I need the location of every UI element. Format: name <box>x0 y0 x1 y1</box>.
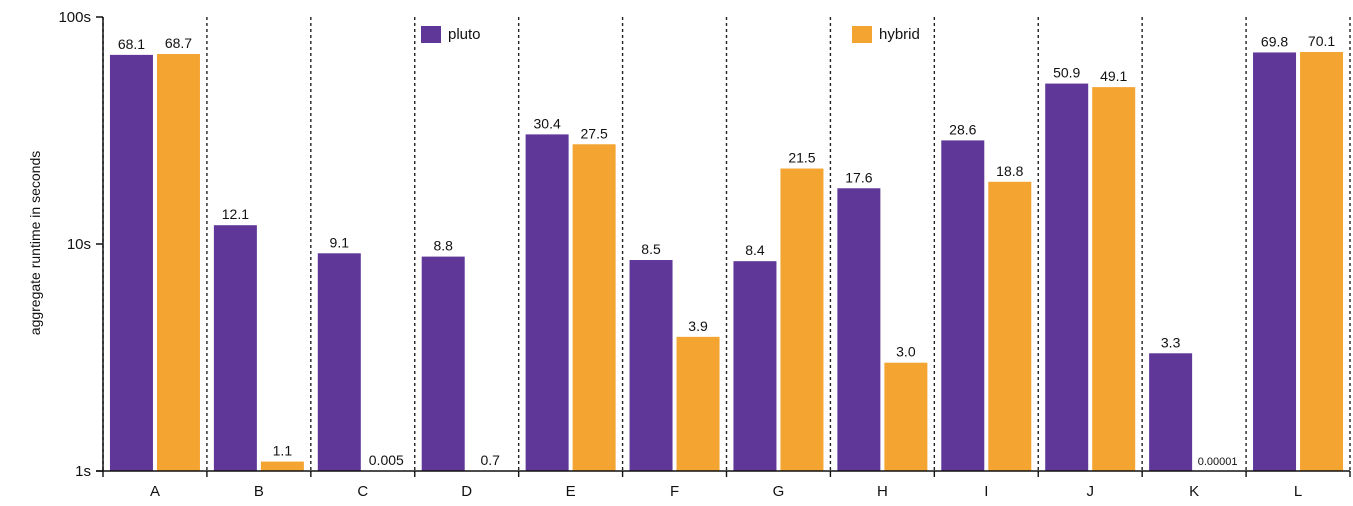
value-label-pluto-H: 17.6 <box>845 169 872 185</box>
y-tick-label: 10s <box>67 236 91 253</box>
value-label-hybrid-H: 3.0 <box>896 344 916 360</box>
bar-pluto-B <box>213 225 257 471</box>
bar-hybrid-G <box>780 168 824 471</box>
value-label-hybrid-B: 1.1 <box>273 443 293 459</box>
bar-pluto-K <box>1149 353 1193 471</box>
bar-pluto-L <box>1253 52 1297 471</box>
value-label-hybrid-E: 27.5 <box>581 125 608 141</box>
value-label-hybrid-D: 0.7 <box>480 452 500 468</box>
bar-hybrid-F <box>676 336 720 471</box>
legend: pluto hybrid <box>421 26 920 43</box>
x-tick-label-D: D <box>461 483 472 500</box>
bar-hybrid-L <box>1300 52 1344 472</box>
bar-hybrid-H <box>884 362 928 471</box>
value-labels: 68.1 68.7 12.1 1.1 9.1 0.005 8.8 0.7 30.4 27.5 8.5… <box>118 33 1336 468</box>
value-label-pluto-E: 30.4 <box>534 115 561 131</box>
value-label-pluto-C: 9.1 <box>330 234 350 250</box>
bar-pluto-I <box>941 140 985 471</box>
bar-hybrid-J <box>1092 87 1136 471</box>
y-tick-label: 100s <box>58 9 91 26</box>
value-label-pluto-G: 8.4 <box>745 242 765 258</box>
value-label-hybrid-K: 0.00001 <box>1198 456 1238 468</box>
y-axis-title: aggregate runtime in seconds <box>27 151 43 335</box>
value-label-pluto-D: 8.8 <box>433 238 453 254</box>
bar-hybrid-E <box>572 144 616 471</box>
bar-pluto-G <box>733 261 777 471</box>
value-label-pluto-F: 8.5 <box>641 241 661 257</box>
x-tick-label-K: K <box>1189 483 1199 500</box>
x-tick-label-L: L <box>1294 483 1302 500</box>
value-label-pluto-B: 12.1 <box>222 206 249 222</box>
value-label-pluto-I: 28.6 <box>949 121 976 137</box>
bar-pluto-A <box>109 54 153 471</box>
legend-swatch-pluto <box>421 26 441 43</box>
x-tick-label-J: J <box>1086 483 1094 500</box>
x-tick-label-I: I <box>984 483 988 500</box>
legend-label-pluto: pluto <box>448 26 481 43</box>
bar-hybrid-I <box>988 181 1032 471</box>
value-label-pluto-J: 50.9 <box>1053 65 1080 81</box>
value-label-hybrid-J: 49.1 <box>1100 68 1127 84</box>
bars <box>109 52 1344 472</box>
value-label-pluto-A: 68.1 <box>118 36 145 52</box>
x-tick-label-C: C <box>357 483 368 500</box>
bar-pluto-J <box>1045 83 1089 471</box>
value-label-pluto-K: 3.3 <box>1161 334 1181 350</box>
x-tick-label-G: G <box>773 483 785 500</box>
bar-pluto-D <box>421 256 465 471</box>
x-tick-label-B: B <box>254 483 264 500</box>
value-label-pluto-L: 69.8 <box>1261 33 1288 49</box>
value-label-hybrid-G: 21.5 <box>788 150 815 166</box>
bar-pluto-C <box>317 253 361 471</box>
axes: A B C D E F G H I J K L 1s 10s 100s <box>58 9 1351 500</box>
x-tick-label-A: A <box>150 483 160 500</box>
value-label-hybrid-I: 18.8 <box>996 163 1023 179</box>
legend-label-hybrid: hybrid <box>879 26 920 43</box>
y-tick-label: 1s <box>75 463 91 480</box>
separator-grid <box>102 17 1351 471</box>
value-label-hybrid-F: 3.9 <box>688 318 708 334</box>
value-label-hybrid-A: 68.7 <box>165 35 192 51</box>
value-label-hybrid-C: 0.005 <box>369 452 404 468</box>
bar-pluto-E <box>525 134 569 471</box>
x-tick-label-H: H <box>877 483 888 500</box>
bar-pluto-F <box>629 260 673 471</box>
bar-hybrid-B <box>260 461 304 471</box>
legend-swatch-hybrid <box>852 26 872 43</box>
bar-pluto-H <box>837 188 881 472</box>
value-label-hybrid-L: 70.1 <box>1308 33 1335 49</box>
bar-hybrid-A <box>156 54 200 471</box>
x-tick-label-E: E <box>566 483 576 500</box>
x-tick-label-F: F <box>670 483 679 500</box>
